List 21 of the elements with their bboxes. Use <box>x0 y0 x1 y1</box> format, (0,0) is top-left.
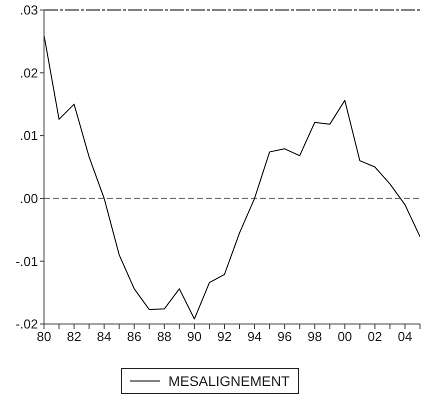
y-tick-label: .00 <box>20 191 38 206</box>
x-tick-label: 80 <box>36 329 52 344</box>
y-tick-label: -.02 <box>16 316 38 332</box>
line-series <box>44 34 420 320</box>
x-tick-label: 96 <box>277 329 292 344</box>
y-tick-label: .01 <box>20 128 38 144</box>
legend-label: MESALIGNEMENT <box>168 373 290 389</box>
x-tick-label: 98 <box>307 329 322 344</box>
x-tick-label: 88 <box>157 329 172 344</box>
y-tick-label: .03 <box>20 2 38 18</box>
x-tick-label: 02 <box>368 329 382 344</box>
y-tick-label: .02 <box>20 65 38 80</box>
x-tick-label: 86 <box>127 329 142 344</box>
x-tick-label: 90 <box>187 329 202 344</box>
x-tick-label: 04 <box>398 329 412 344</box>
y-tick-label: -.01 <box>16 254 38 269</box>
x-tick-label: 84 <box>96 329 112 344</box>
x-tick-label: 00 <box>338 329 352 344</box>
x-tick-label: 92 <box>217 329 232 344</box>
x-tick-label: 82 <box>66 329 82 344</box>
x-tick-label: 94 <box>247 329 262 344</box>
